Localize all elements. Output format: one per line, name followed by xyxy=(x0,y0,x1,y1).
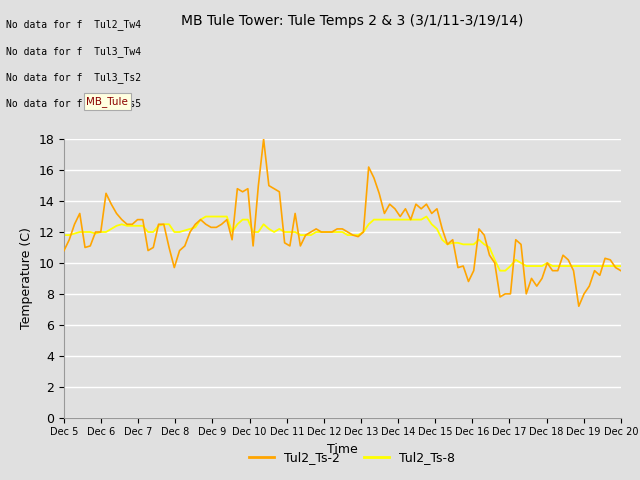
X-axis label: Time: Time xyxy=(327,443,358,456)
Text: MB Tule Tower: Tule Temps 2 & 3 (3/1/11-3/19/14): MB Tule Tower: Tule Temps 2 & 3 (3/1/11-… xyxy=(181,14,523,28)
Legend: Tul2_Ts-2, Tul2_Ts-8: Tul2_Ts-2, Tul2_Ts-8 xyxy=(244,446,460,469)
Text: No data for f  Tul2_Tw4: No data for f Tul2_Tw4 xyxy=(6,19,141,30)
Text: No data for f  Tul3_Ts5: No data for f Tul3_Ts5 xyxy=(6,98,141,109)
Y-axis label: Temperature (C): Temperature (C) xyxy=(20,228,33,329)
Text: No data for f  Tul3_Ts2: No data for f Tul3_Ts2 xyxy=(6,72,141,83)
Text: No data for f  Tul3_Tw4: No data for f Tul3_Tw4 xyxy=(6,46,141,57)
Text: MB_Tule: MB_Tule xyxy=(86,96,128,107)
